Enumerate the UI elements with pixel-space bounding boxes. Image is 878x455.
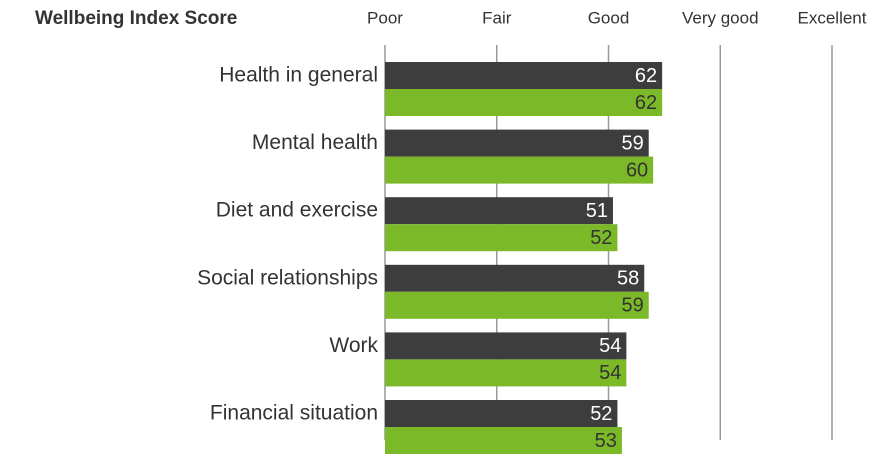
category-label: Work	[329, 334, 378, 357]
bar	[385, 224, 618, 252]
x-tick-label: Very good	[682, 8, 759, 27]
category-label: Social relationships	[197, 266, 378, 289]
x-tick-label: Excellent	[798, 8, 867, 27]
category-label: Financial situation	[210, 402, 378, 425]
bar	[385, 400, 618, 427]
value-label: 52	[590, 403, 612, 425]
bar	[385, 427, 622, 454]
value-label: 54	[599, 335, 621, 357]
value-label: 53	[595, 430, 617, 452]
value-label: 58	[617, 268, 639, 290]
bar	[385, 129, 649, 157]
value-label: 59	[621, 295, 643, 317]
value-label: 62	[635, 65, 657, 87]
category-label: Mental health	[252, 131, 378, 154]
bar	[385, 197, 613, 225]
bar	[385, 156, 654, 184]
bar	[385, 332, 627, 360]
bar	[385, 264, 645, 292]
bar	[385, 62, 663, 89]
bar	[385, 291, 649, 319]
value-label: 62	[635, 92, 657, 114]
chart-title: Wellbeing Index Score	[35, 8, 237, 29]
x-tick-label: Poor	[367, 8, 403, 27]
category-label: Health in general	[219, 64, 378, 87]
x-tick-label: Good	[588, 8, 630, 27]
value-label: 52	[590, 227, 612, 249]
bar	[385, 89, 663, 116]
value-label: 59	[621, 132, 643, 154]
value-label: 51	[586, 200, 608, 222]
category-label: Diet and exercise	[216, 199, 378, 222]
bar	[385, 359, 627, 387]
x-tick-label: Fair	[482, 8, 512, 27]
value-label: 54	[599, 362, 621, 384]
value-label: 60	[626, 159, 648, 181]
